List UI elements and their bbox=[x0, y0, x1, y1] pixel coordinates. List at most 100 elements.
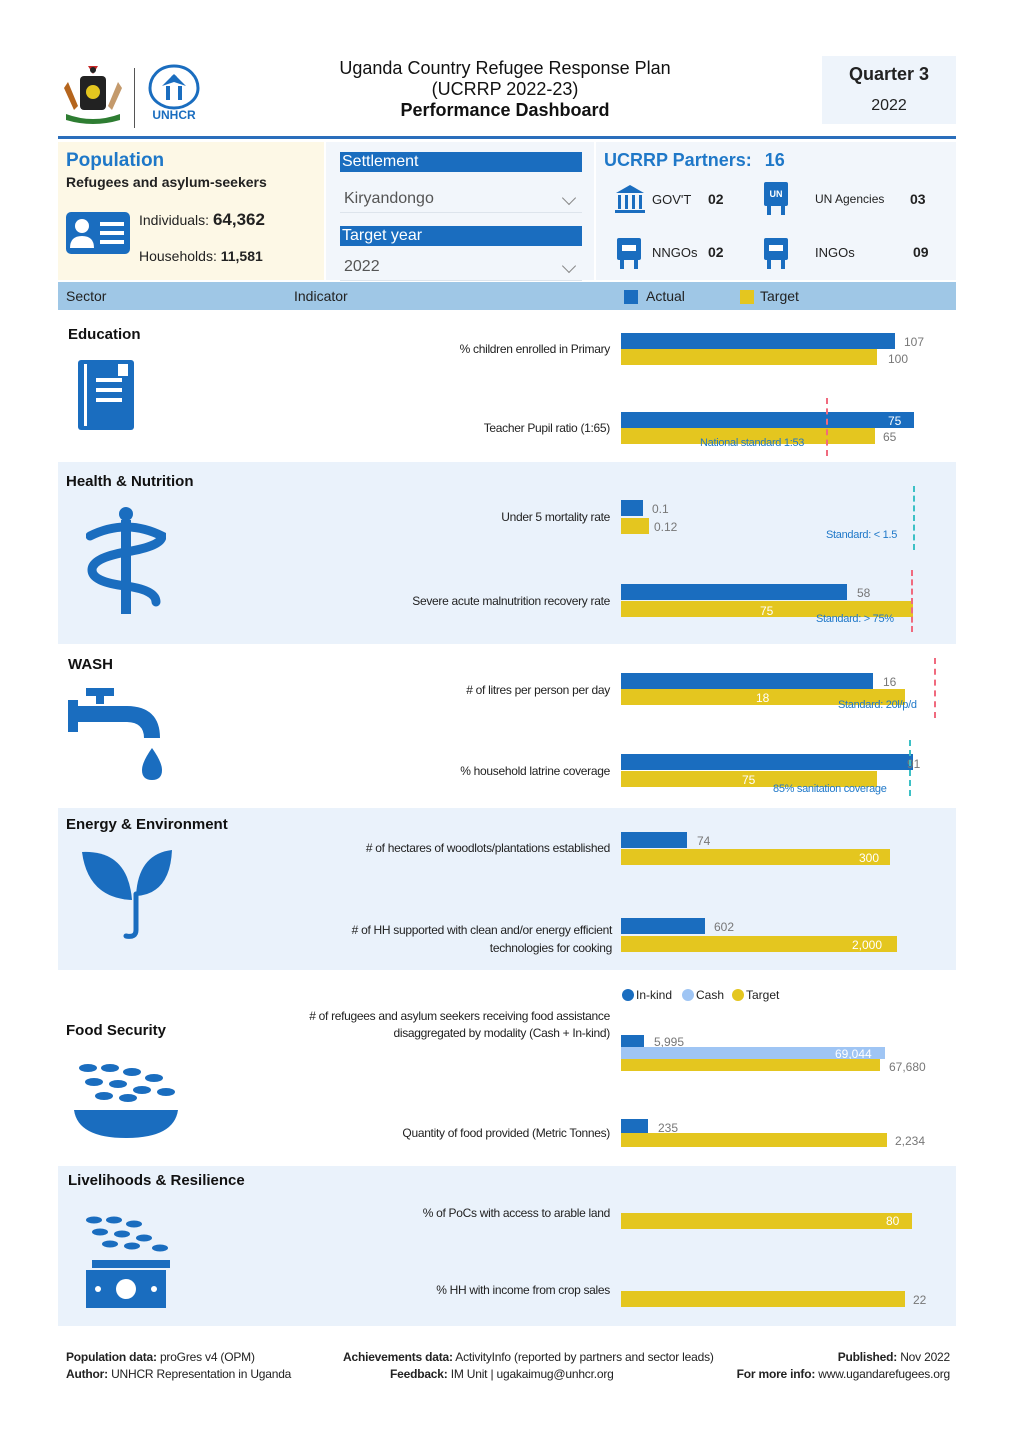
value-actual: 75 bbox=[888, 414, 902, 428]
value-target: 75 bbox=[742, 773, 756, 787]
legend-cash: Cash bbox=[696, 988, 725, 1002]
standard-label: National standard 1:53 bbox=[700, 437, 805, 449]
indicator-label: Under 5 mortality rate bbox=[501, 510, 610, 524]
un-agency-icon: UN bbox=[764, 182, 788, 216]
value-target: 22 bbox=[913, 1293, 927, 1307]
sector-title-energy: Energy & Environment bbox=[66, 816, 228, 833]
bar-target bbox=[621, 428, 875, 444]
bar-actual bbox=[621, 500, 643, 516]
value-actual: 0.1 bbox=[652, 502, 669, 516]
settlement-filter-label: Settlement bbox=[340, 152, 582, 172]
chevron-down-icon bbox=[561, 190, 577, 206]
value-target: 75 bbox=[760, 604, 774, 618]
legend-actual-swatch bbox=[624, 290, 638, 304]
indicator-label: # of HH supported with clean and/or ener… bbox=[240, 921, 613, 957]
table-header: Sector Indicator Actual Target bbox=[58, 282, 956, 310]
individuals-value: 64,362 bbox=[212, 210, 265, 229]
seedling-icon bbox=[80, 848, 174, 940]
food-bowl-icon bbox=[74, 1060, 180, 1140]
col-sector: Sector bbox=[66, 288, 107, 304]
legend-cash-dot bbox=[682, 989, 694, 1001]
book-icon bbox=[78, 360, 134, 430]
unhcr-logo-text: UNHCR bbox=[152, 108, 196, 122]
indicator-label: # of refugees and asylum seekers receivi… bbox=[230, 1008, 610, 1042]
settlement-value: Kiryandongo bbox=[344, 190, 434, 207]
value-actual: 602 bbox=[714, 920, 735, 934]
indicator-label: # of litres per person per day bbox=[466, 683, 610, 697]
target-year-dropdown[interactable]: 2022 bbox=[340, 253, 582, 281]
bar-target bbox=[621, 771, 877, 787]
bar-target bbox=[621, 1291, 905, 1307]
footer-author: Author: UNHCR Representation in Uganda bbox=[66, 1367, 292, 1381]
partner-govt-value: 02 bbox=[708, 191, 724, 207]
population-title: Population bbox=[66, 150, 165, 171]
bar-target bbox=[621, 849, 890, 865]
value-target: 300 bbox=[859, 851, 880, 865]
indicator-label: % of PoCs with access to arable land bbox=[422, 1206, 611, 1220]
standard-line bbox=[911, 570, 913, 632]
partner-ingo-value: 09 bbox=[913, 244, 929, 260]
legend-actual: Actual bbox=[646, 288, 685, 304]
legend-target-swatch bbox=[740, 290, 754, 304]
value-target: 2,000 bbox=[852, 938, 883, 952]
value-inkind: 5,995 bbox=[654, 1035, 685, 1049]
value-target: 67,680 bbox=[889, 1060, 926, 1074]
nngo-icon bbox=[617, 238, 641, 270]
indicator-label: % household latrine coverage bbox=[460, 764, 610, 778]
quarter-box: Quarter 3 2022 bbox=[822, 56, 956, 124]
water-tap-icon bbox=[68, 688, 164, 782]
indicator-label: % children enrolled in Primary bbox=[459, 342, 611, 356]
id-card-icon bbox=[66, 212, 130, 254]
quarter-year: 2022 bbox=[871, 97, 907, 114]
value-actual: 107 bbox=[904, 335, 925, 349]
partner-govt-label: GOV'T bbox=[652, 192, 692, 207]
unhcr-logo: UNHCR bbox=[144, 62, 204, 128]
standard-line bbox=[913, 486, 915, 550]
title-line-2: (UCRRP 2022-23) bbox=[431, 79, 579, 99]
standard-label: 85% sanitation coverage bbox=[773, 783, 887, 795]
indicator-label: # of hectares of woodlots/plantations es… bbox=[365, 841, 610, 855]
partners-title: UCRRP Partners: 16 bbox=[604, 150, 785, 171]
bar-actual bbox=[621, 832, 687, 848]
report-title: Uganda Country Refugee Response Plan (UC… bbox=[300, 58, 710, 121]
standard-label: Standard: < 1.5 bbox=[826, 529, 898, 541]
partner-nngo-label: NNGOs bbox=[652, 245, 698, 260]
bar-target bbox=[621, 689, 905, 705]
value-target: 18 bbox=[756, 691, 770, 705]
partners-title-label: UCRRP Partners: bbox=[604, 150, 752, 170]
indicator-label-line-2: technologies for cooking bbox=[489, 941, 613, 955]
government-building-icon bbox=[614, 184, 646, 214]
households-row: Households: 11,581 bbox=[139, 248, 263, 264]
partner-un-value: 03 bbox=[910, 191, 926, 207]
footer-published: Published: Nov 2022 bbox=[837, 1350, 950, 1364]
standard-label: Standard: 20l/p/d bbox=[838, 699, 917, 711]
value-target: 100 bbox=[888, 352, 909, 366]
partner-un-label: UN Agencies bbox=[815, 192, 885, 206]
title-line-3: Performance Dashboard bbox=[400, 100, 610, 120]
bar-actual bbox=[621, 584, 847, 600]
bar-target bbox=[621, 936, 897, 952]
standard-line bbox=[826, 398, 828, 456]
value-actual: 74 bbox=[697, 834, 711, 848]
legend-inkind-dot bbox=[622, 989, 634, 1001]
header-divider bbox=[58, 136, 956, 139]
legend-inkind: In-kind bbox=[636, 988, 673, 1002]
individuals-label: Individuals: bbox=[139, 212, 210, 228]
settlement-dropdown[interactable]: Kiryandongo bbox=[340, 185, 582, 213]
title-line-1: Uganda Country Refugee Response Plan bbox=[339, 58, 671, 78]
households-value: 11,581 bbox=[220, 248, 263, 264]
bar-target bbox=[621, 1059, 880, 1071]
indicator-label-line-1: # of HH supported with clean and/or ener… bbox=[351, 923, 613, 937]
target-year-value: 2022 bbox=[344, 258, 380, 275]
value-actual: 16 bbox=[883, 675, 897, 689]
legend-target-dot bbox=[732, 989, 744, 1001]
bar-target bbox=[621, 1133, 887, 1147]
footer-more-info[interactable]: For more info: www.ugandarefugees.org bbox=[736, 1367, 951, 1381]
sector-title-food: Food Security bbox=[66, 1022, 167, 1039]
partner-ingo-label: INGOs bbox=[815, 245, 855, 260]
value-actual: 235 bbox=[658, 1121, 679, 1135]
value-target: 65 bbox=[883, 430, 897, 444]
quarter-label: Quarter 3 bbox=[848, 64, 930, 84]
indicator-label: Teacher Pupil ratio (1:65) bbox=[483, 421, 611, 435]
sector-title-livelihoods: Livelihoods & Resilience bbox=[68, 1172, 245, 1189]
